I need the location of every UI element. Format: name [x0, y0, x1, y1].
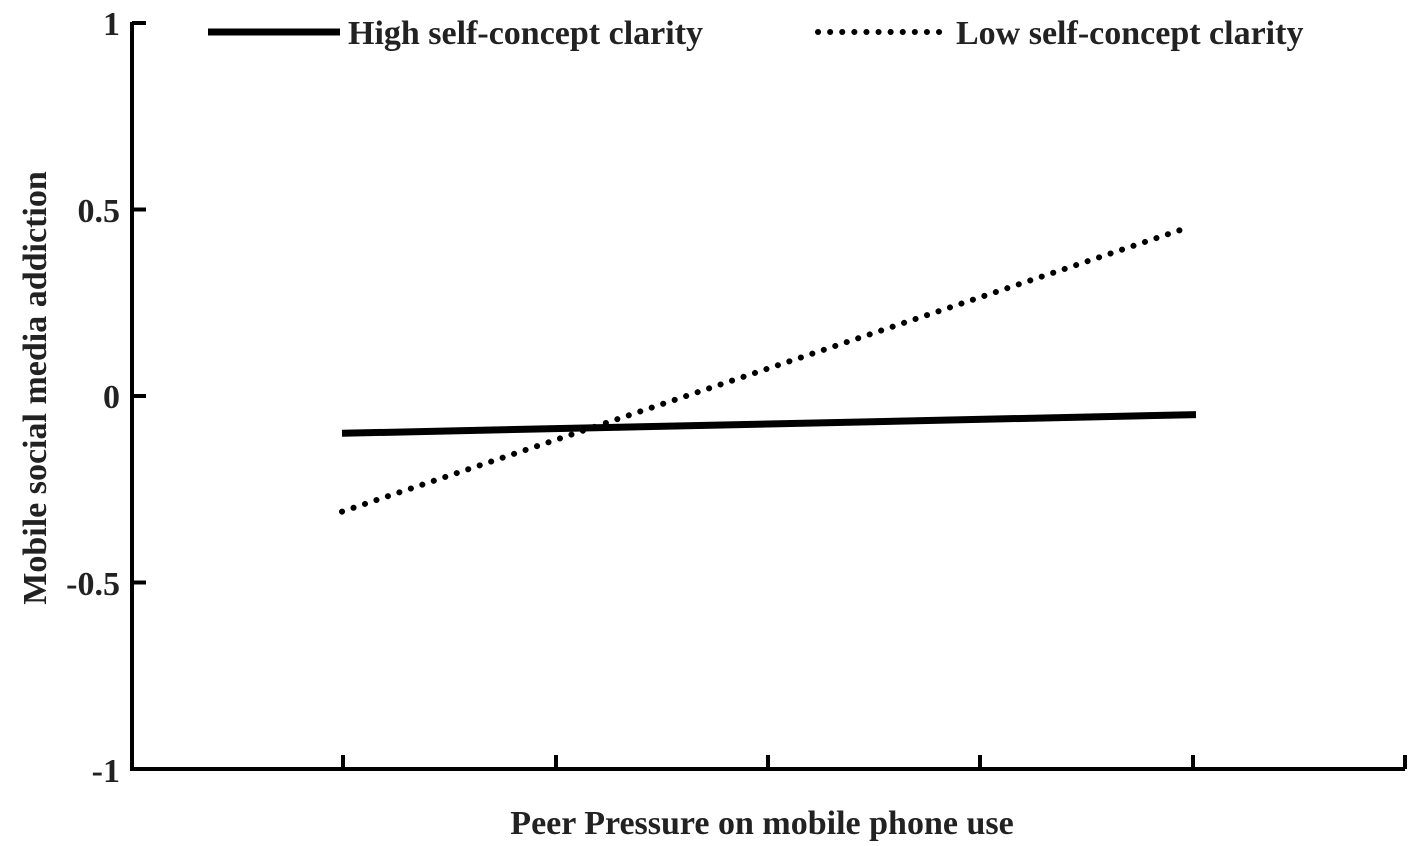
y-tick-label-0.5: 0.5	[78, 193, 121, 230]
y-axis-title: Mobile social media addiction	[17, 171, 54, 605]
y-tick-label-1: 1	[103, 6, 120, 43]
legend-label-high: High self-concept clarity	[348, 15, 703, 52]
x-axis-title: Peer Pressure on mobile phone use	[510, 805, 1013, 842]
series-line-low-self-concept-clarity	[339, 225, 1189, 515]
y-tick-label-0: 0	[103, 379, 120, 416]
legend-label-low: Low self-concept clarity	[956, 15, 1303, 52]
y-tick-label--1: -1	[92, 753, 120, 790]
y-ticks	[132, 21, 146, 771]
series-line-high-self-concept-clarity	[341, 411, 1197, 437]
y-tick-label--0.5: -0.5	[66, 566, 120, 603]
x-ticks	[341, 755, 1407, 769]
legend: High self-concept clarity Low self-conce…	[208, 15, 1303, 52]
